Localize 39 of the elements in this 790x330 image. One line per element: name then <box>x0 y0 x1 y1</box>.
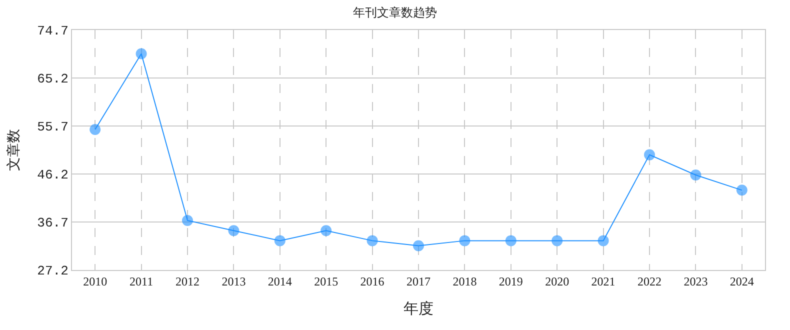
x-tick-label: 2012 <box>176 274 200 288</box>
point <box>413 240 424 252</box>
x-tick-label: 2023 <box>684 274 708 288</box>
x-tick-label: 2020 <box>545 274 570 288</box>
x-tick-label: 2016 <box>360 274 384 288</box>
y-tick-label: 27.2 <box>37 264 68 279</box>
point <box>320 225 332 236</box>
point <box>598 235 609 246</box>
x-tick-label: 2022 <box>638 274 662 288</box>
x-tick-label: 2014 <box>268 274 292 288</box>
point <box>182 214 193 226</box>
x-tick-label: 2019 <box>498 274 523 288</box>
point <box>228 225 240 236</box>
point <box>644 149 655 160</box>
x-tick-label: 2021 <box>591 274 616 288</box>
point <box>366 235 378 246</box>
x-tick-label: 2011 <box>130 274 154 288</box>
chart-title: 年刊文章数趋势 <box>353 6 437 20</box>
x-tick-label: 2015 <box>314 274 338 288</box>
point <box>505 235 516 246</box>
x-tick-label: 2018 <box>452 274 477 288</box>
point <box>136 48 147 60</box>
x-tick-label: 2017 <box>406 274 430 288</box>
point <box>90 124 101 136</box>
point <box>552 235 563 246</box>
y-tick-label: 36.7 <box>37 216 68 231</box>
x-tick-label: 2013 <box>222 274 246 288</box>
x-tick-label: 2024 <box>730 274 754 288</box>
y-tick-label: 74.7 <box>37 24 68 39</box>
point <box>736 184 748 196</box>
y-tick-label: 65.2 <box>37 72 68 87</box>
y-tick-label: 46.2 <box>37 168 68 183</box>
y-tick-label: 55.7 <box>37 120 68 135</box>
x-tick-label: 2010 <box>83 274 108 288</box>
y-axis-title: 文章数 <box>6 129 22 171</box>
point <box>690 170 702 181</box>
point <box>274 235 286 246</box>
point <box>459 235 470 246</box>
x-axis-title: 年度 <box>404 299 434 318</box>
